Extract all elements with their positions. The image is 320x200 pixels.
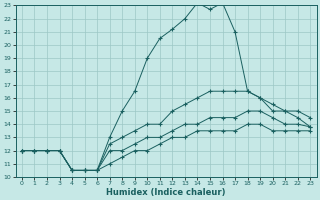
X-axis label: Humidex (Indice chaleur): Humidex (Indice chaleur): [106, 188, 226, 197]
